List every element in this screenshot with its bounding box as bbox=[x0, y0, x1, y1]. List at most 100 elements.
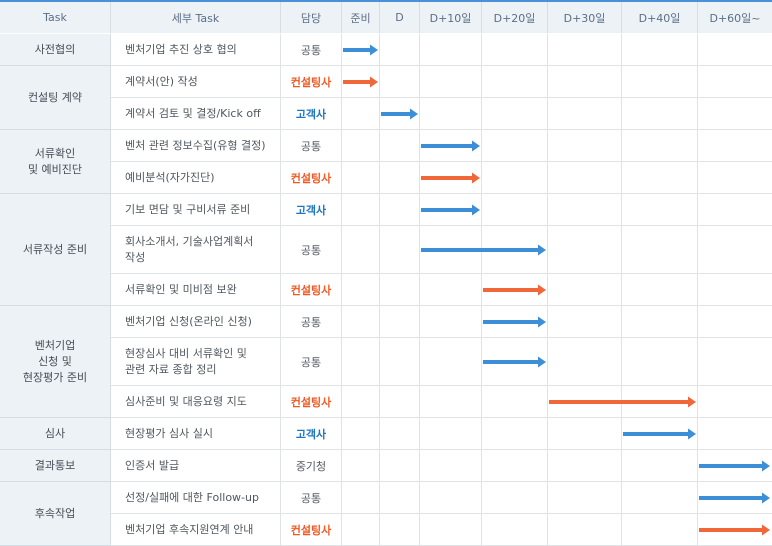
grid-cell bbox=[622, 226, 698, 274]
grid-cell bbox=[548, 226, 622, 274]
header-period: 준비 bbox=[342, 2, 380, 33]
grid-cell bbox=[698, 274, 772, 306]
owner-cell: 컨설팅사 bbox=[281, 514, 342, 546]
grid-cell bbox=[482, 130, 548, 162]
grid-cell bbox=[342, 226, 380, 274]
grid-cell bbox=[698, 162, 772, 194]
owner-cell: 공통 bbox=[281, 306, 342, 338]
grid-cell bbox=[482, 34, 548, 66]
grid-cell bbox=[548, 194, 622, 226]
task-group-cell: 심사 bbox=[0, 418, 111, 450]
grid-cell bbox=[622, 130, 698, 162]
grid-cell bbox=[482, 338, 548, 386]
grid-cell bbox=[342, 306, 380, 338]
grid-cell bbox=[548, 418, 622, 450]
grid-cell bbox=[380, 66, 420, 98]
grid-cell bbox=[482, 274, 548, 306]
owner-cell: 공통 bbox=[281, 338, 342, 386]
grid-cell bbox=[420, 194, 482, 226]
header-period: D+60일~ bbox=[698, 2, 772, 33]
grid-cell bbox=[622, 66, 698, 98]
grid-cell bbox=[548, 162, 622, 194]
grid-cell bbox=[380, 418, 420, 450]
grid-cell bbox=[622, 34, 698, 66]
owner-cell: 컨설팅사 bbox=[281, 274, 342, 306]
grid-cell bbox=[342, 66, 380, 98]
grid-cell bbox=[698, 514, 772, 546]
subtask-cell: 계약서(안) 작성 bbox=[111, 66, 281, 98]
owner-cell: 고객사 bbox=[281, 194, 342, 226]
grid-cell bbox=[380, 514, 420, 546]
grid-cell bbox=[548, 338, 622, 386]
header-period: D+20일 bbox=[482, 2, 548, 33]
grid-cell bbox=[622, 274, 698, 306]
subtask-cell: 현장심사 대비 서류확인 및 관련 자료 종합 정리 bbox=[111, 338, 281, 386]
owner-cell: 중기청 bbox=[281, 450, 342, 482]
grid-cell bbox=[420, 418, 482, 450]
subtask-cell: 예비분석(자가진단) bbox=[111, 162, 281, 194]
grid-cell bbox=[420, 34, 482, 66]
grid-cell bbox=[482, 482, 548, 514]
grid-cell bbox=[548, 66, 622, 98]
grid-cell bbox=[482, 306, 548, 338]
subtask-cell: 현장평가 심사 실시 bbox=[111, 418, 281, 450]
task-group-cell: 서류확인 및 예비진단 bbox=[0, 130, 111, 194]
grid-cell bbox=[622, 450, 698, 482]
grid-cell bbox=[548, 98, 622, 130]
grid-cell bbox=[342, 482, 380, 514]
grid-cell bbox=[420, 66, 482, 98]
grid-cell bbox=[482, 514, 548, 546]
grid-cell bbox=[622, 98, 698, 130]
subtask-cell: 벤처기업 신청(온라인 신청) bbox=[111, 306, 281, 338]
grid-cell bbox=[482, 194, 548, 226]
header-top-rule bbox=[0, 0, 772, 2]
task-group-cell: 서류작성 준비 bbox=[0, 194, 111, 306]
owner-cell: 공통 bbox=[281, 130, 342, 162]
task-group-cell: 컨설팅 계약 bbox=[0, 66, 111, 130]
grid-cell bbox=[420, 226, 482, 274]
grid-cell bbox=[420, 274, 482, 306]
subtask-cell: 심사준비 및 대응요령 지도 bbox=[111, 386, 281, 418]
grid-cell bbox=[342, 450, 380, 482]
subtask-cell: 선정/실패에 대한 Follow-up bbox=[111, 482, 281, 514]
grid-cell bbox=[342, 386, 380, 418]
grid-cell bbox=[548, 450, 622, 482]
subtask-cell: 벤처기업 후속지원연계 안내 bbox=[111, 514, 281, 546]
grid-cell bbox=[420, 482, 482, 514]
subtask-cell: 벤처기업 추진 상호 협의 bbox=[111, 34, 281, 66]
grid-cell bbox=[622, 482, 698, 514]
grid-cell bbox=[622, 386, 698, 418]
grid-cell bbox=[342, 274, 380, 306]
grid-cell bbox=[342, 162, 380, 194]
owner-cell: 공통 bbox=[281, 34, 342, 66]
grid-cell bbox=[342, 418, 380, 450]
grid-cell bbox=[548, 34, 622, 66]
owner-cell: 고객사 bbox=[281, 98, 342, 130]
grid-cell bbox=[698, 194, 772, 226]
grid-cell bbox=[622, 418, 698, 450]
grid-cell bbox=[548, 386, 622, 418]
grid-cell bbox=[548, 482, 622, 514]
grid-cell bbox=[698, 418, 772, 450]
grid-cell bbox=[482, 450, 548, 482]
header-period: D+40일 bbox=[622, 2, 698, 33]
grid-cell bbox=[380, 34, 420, 66]
grid-cell bbox=[380, 274, 420, 306]
owner-cell: 공통 bbox=[281, 226, 342, 274]
grid-cell bbox=[622, 306, 698, 338]
grid-cell bbox=[698, 98, 772, 130]
grid-cell bbox=[380, 226, 420, 274]
subtask-cell: 계약서 검토 및 결정/Kick off bbox=[111, 98, 281, 130]
grid-cell bbox=[380, 450, 420, 482]
grid-cell bbox=[380, 194, 420, 226]
subtask-cell: 인증서 발급 bbox=[111, 450, 281, 482]
grid-cell bbox=[342, 194, 380, 226]
subtask-cell: 서류확인 및 미비점 보완 bbox=[111, 274, 281, 306]
grid-cell bbox=[420, 386, 482, 418]
grid-cell bbox=[698, 306, 772, 338]
grid-cell bbox=[342, 338, 380, 386]
subtask-cell: 벤처 관련 정보수집(유형 결정) bbox=[111, 130, 281, 162]
grid-cell bbox=[698, 130, 772, 162]
grid-cell bbox=[548, 514, 622, 546]
task-group-cell: 결과통보 bbox=[0, 450, 111, 482]
